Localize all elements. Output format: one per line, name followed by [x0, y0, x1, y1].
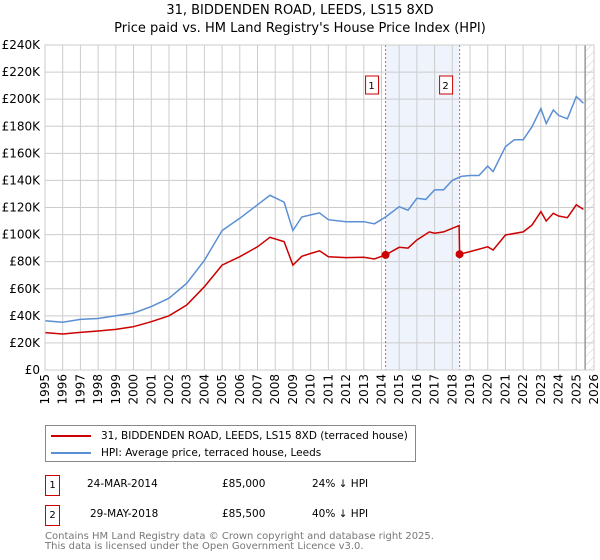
transaction-price: £85,000 — [222, 478, 266, 490]
sale-label-box — [365, 75, 380, 95]
x-tick-label: 2003 — [180, 374, 194, 405]
y-tick-label: £80K — [9, 255, 41, 269]
x-tick-label: 2025 — [569, 374, 583, 405]
x-tick-label: 2005 — [215, 374, 229, 405]
legend: 31, BIDDENDEN ROAD, LEEDS, LS15 8XD (ter… — [45, 425, 416, 462]
property-price-line — [44, 203, 584, 335]
x-tick-label: 2001 — [144, 374, 158, 405]
x-tick-label: 1997 — [73, 374, 87, 405]
x-tick-label: 2022 — [516, 374, 530, 405]
x-tick-label: 2023 — [534, 374, 548, 405]
footer-copyright: Contains HM Land Registry data © Crown c… — [45, 531, 434, 542]
y-tick-label: £60K — [9, 282, 41, 296]
legend-swatch-blue — [51, 452, 91, 454]
y-tick-label: £200K — [2, 92, 42, 106]
y-tick-label: £120K — [2, 201, 42, 215]
transaction-hpi: 40% ↓ HPI — [312, 508, 369, 520]
x-tick-label: 2024 — [552, 374, 566, 405]
y-tick-label: £140K — [2, 173, 42, 187]
x-tick-label: 2008 — [268, 374, 282, 405]
price-chart: £0 £20K £40K £60K £80K £100K £120K £140K £160K £1… — [2, 38, 600, 405]
x-tick-label: 1995 — [38, 374, 52, 405]
y-tick-label: £40K — [9, 309, 41, 323]
transaction-badge: 1 — [45, 475, 60, 496]
x-tick-label: 2011 — [321, 374, 335, 405]
transaction-badge: 2 — [45, 505, 60, 526]
x-tick-label: 2007 — [251, 374, 265, 405]
chart-title: 31, BIDDENDEN ROAD, LEEDS, LS15 8XD — [166, 3, 434, 18]
x-tick-label: 2009 — [286, 374, 300, 405]
x-tick-label: 2016 — [410, 374, 424, 405]
x-tick-label: 2004 — [197, 374, 211, 405]
transaction-row: 2 29-MAY-2018 £85,500 40% ↓ HPI — [45, 505, 445, 526]
x-tick-label: 2002 — [162, 374, 176, 405]
footer-licence: This data is licensed under the Open Gov… — [45, 541, 364, 552]
legend-label: HPI: Average price, terraced house, Leed… — [101, 447, 322, 459]
transaction-price: £85,500 — [222, 508, 266, 520]
y-tick-label: £20K — [9, 336, 41, 350]
chart-subtitle: Price paid vs. HM Land Registry's House … — [114, 21, 486, 36]
x-tick-label: 2018 — [445, 374, 459, 405]
y-tick-label: £180K — [2, 119, 42, 133]
x-tick-label: 2020 — [481, 374, 495, 405]
legend-item-property: 31, BIDDENDEN ROAD, LEEDS, LS15 8XD (ter… — [46, 428, 408, 444]
y-tick-label: £220K — [2, 65, 42, 79]
y-tick-label: £0 — [25, 363, 40, 377]
x-tick-label: 2006 — [233, 374, 247, 405]
x-tick-label: 1996 — [56, 374, 70, 405]
transaction-date: 29-MAY-2018 — [90, 508, 159, 520]
x-tick-label: 1998 — [91, 374, 105, 405]
sale-label-box — [439, 75, 454, 95]
x-tick-label: 2013 — [357, 374, 371, 405]
x-tick-label: 2026 — [587, 374, 600, 405]
sale-point — [455, 250, 464, 259]
sale-label: 2 — [442, 81, 448, 92]
y-tick-label: £240K — [2, 38, 42, 52]
x-tick-label: 2015 — [392, 374, 406, 405]
x-tick-label: 1999 — [109, 374, 123, 405]
y-tick-label: £160K — [2, 146, 42, 160]
x-tick-label: 2000 — [127, 374, 141, 405]
sale-point — [381, 250, 390, 259]
legend-label: 31, BIDDENDEN ROAD, LEEDS, LS15 8XD (ter… — [101, 430, 408, 442]
x-tick-label: 2019 — [463, 374, 477, 405]
x-tick-label: 2017 — [428, 374, 442, 405]
x-tick-label: 2012 — [339, 374, 353, 405]
transaction-row: 1 24-MAR-2014 £85,000 24% ↓ HPI — [45, 475, 445, 496]
plot-border — [44, 44, 595, 371]
hpi-line — [44, 95, 584, 324]
x-tick-label: 2010 — [304, 374, 318, 405]
legend-swatch-red — [51, 435, 91, 437]
transaction-hpi: 24% ↓ HPI — [312, 478, 369, 490]
transaction-date: 24-MAR-2014 — [87, 478, 158, 490]
y-tick-label: £100K — [2, 228, 42, 242]
legend-item-hpi: HPI: Average price, terraced house, Leed… — [46, 445, 321, 461]
x-tick-label: 2021 — [498, 374, 512, 405]
x-tick-label: 2014 — [374, 374, 388, 405]
sale-label: 1 — [368, 81, 374, 92]
